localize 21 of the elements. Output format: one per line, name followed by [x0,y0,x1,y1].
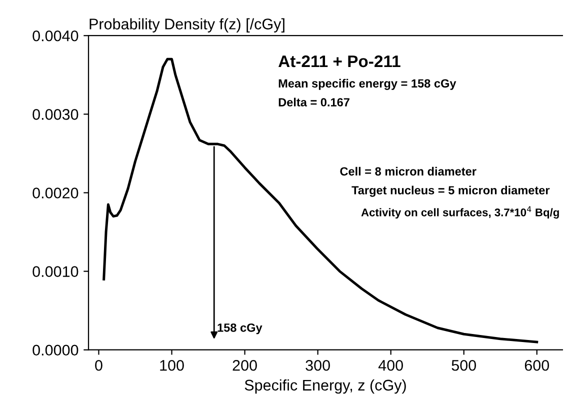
annotation: Mean specific energy = 158 cGy [278,78,456,90]
y-tick-label: 0.0030 [32,109,78,120]
x-tick-label: 0 [95,360,102,371]
y-tick-label: 0.0020 [32,188,78,198]
annotation: Cell = 8 micron diameter [340,166,476,176]
y-tick-label: 0.0010 [32,266,78,277]
annotation: 158 cGy [218,323,262,334]
annotation: Delta = 0.167 [278,98,350,106]
y-tick-label: 0.0040 [32,30,78,42]
y-tick-label: 0.0000 [32,344,78,356]
x-tick-label: 100 [160,360,184,371]
annotation: Target nucleus = 5 micron diameter [352,186,550,197]
y-axis-title: Probability Density f(z) [/cGy] [90,18,284,32]
x-axis-title: Specific Energy, z (cGy) [244,379,406,394]
x-tick-label: 600 [524,360,550,371]
x-tick-label: 300 [306,360,330,371]
x-tick-label: 400 [378,360,403,371]
x-tick-label: 200 [232,360,257,371]
annotation: At-211 + Po-211 [278,55,400,68]
x-tick-label: 500 [452,360,476,371]
annotation: Activity on cell surfaces, 3.7*10$^{4}$ Bq/g [361,206,559,219]
